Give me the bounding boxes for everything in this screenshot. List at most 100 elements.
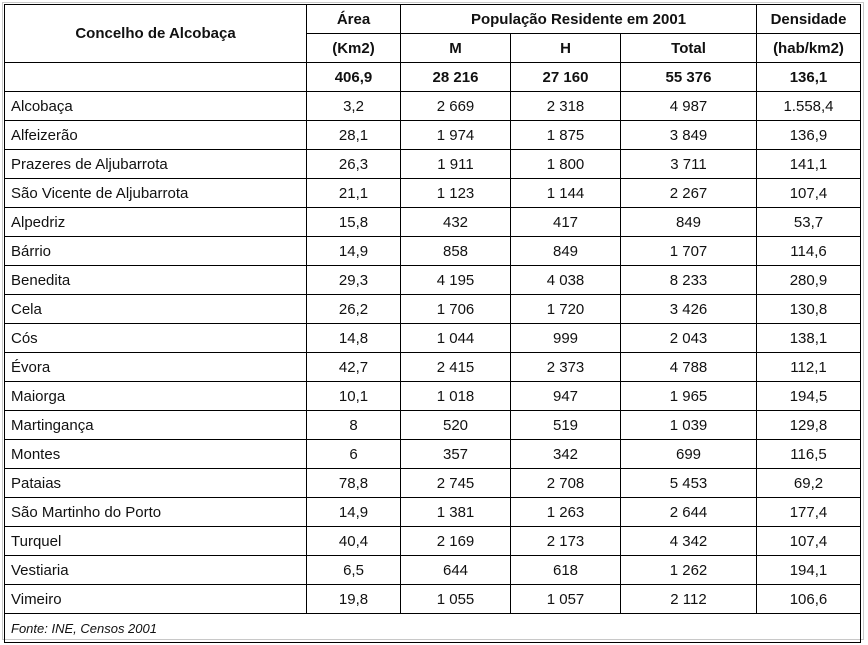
parish-m: 858 bbox=[400, 236, 511, 266]
parish-total: 1 039 bbox=[620, 410, 757, 440]
female-header: H bbox=[510, 33, 621, 63]
parish-total: 3 711 bbox=[620, 149, 757, 179]
parish-m: 432 bbox=[400, 207, 511, 237]
parish-total: 2 043 bbox=[620, 323, 757, 353]
population-table: Concelho de Alcobaça Área População Resi… bbox=[4, 4, 861, 643]
parish-h: 999 bbox=[510, 323, 621, 353]
parish-h: 519 bbox=[510, 410, 621, 440]
parish-total: 2 112 bbox=[620, 584, 757, 614]
total-header: Total bbox=[620, 33, 757, 63]
parish-name: São Vicente de Aljubarrota bbox=[4, 178, 307, 208]
parish-h: 417 bbox=[510, 207, 621, 237]
parish-area: 21,1 bbox=[306, 178, 401, 208]
table-row: Alcobaça 3,2 2 669 2 318 4 987 1.558,4 bbox=[4, 91, 861, 121]
parish-area: 6,5 bbox=[306, 555, 401, 585]
table-row: Prazeres de Aljubarrota 26,3 1 911 1 800 3 7… bbox=[4, 149, 861, 179]
total-area: 406,9 bbox=[306, 62, 401, 92]
density-unit: (hab/km2) bbox=[756, 33, 861, 63]
parish-m: 1 974 bbox=[400, 120, 511, 150]
table-row: Vestiaria 6,5 644 618 1 262 194,1 bbox=[4, 555, 861, 585]
parish-name: Cela bbox=[4, 294, 307, 324]
parish-area: 8 bbox=[306, 410, 401, 440]
parish-area: 28,1 bbox=[306, 120, 401, 150]
parish-density: 114,6 bbox=[756, 236, 861, 266]
parish-name: Alpedriz bbox=[4, 207, 307, 237]
parish-name: Benedita bbox=[4, 265, 307, 295]
parish-density: 129,8 bbox=[756, 410, 861, 440]
parish-area: 14,9 bbox=[306, 236, 401, 266]
table-row: Montes 6 357 342 699 116,5 bbox=[4, 439, 861, 469]
table-row: Turquel 40,4 2 169 2 173 4 342 107,4 bbox=[4, 526, 861, 556]
population-group-header: População Residente em 2001 bbox=[400, 4, 757, 34]
parish-h: 1 263 bbox=[510, 497, 621, 527]
table-row: Cós 14,8 1 044 999 2 043 138,1 bbox=[4, 323, 861, 353]
parish-area: 14,8 bbox=[306, 323, 401, 353]
parish-area: 14,9 bbox=[306, 497, 401, 527]
parish-name: Cós bbox=[4, 323, 307, 353]
parish-m: 357 bbox=[400, 439, 511, 469]
parish-total: 8 233 bbox=[620, 265, 757, 295]
parish-h: 1 875 bbox=[510, 120, 621, 150]
parish-density: 1.558,4 bbox=[756, 91, 861, 121]
parish-area: 10,1 bbox=[306, 381, 401, 411]
parish-total: 849 bbox=[620, 207, 757, 237]
parish-density: 177,4 bbox=[756, 497, 861, 527]
parish-name: Alfeizerão bbox=[4, 120, 307, 150]
parish-area: 3,2 bbox=[306, 91, 401, 121]
parish-total: 1 262 bbox=[620, 555, 757, 585]
parish-density: 116,5 bbox=[756, 439, 861, 469]
source-row: Fonte: INE, Censos 2001 bbox=[4, 613, 861, 643]
parish-m: 2 745 bbox=[400, 468, 511, 498]
table-row: Bárrio 14,9 858 849 1 707 114,6 bbox=[4, 236, 861, 266]
table-title: Concelho de Alcobaça bbox=[4, 4, 307, 63]
parish-total: 2 267 bbox=[620, 178, 757, 208]
header-row-2: (Km2) M H Total (hab/km2) bbox=[5, 33, 861, 63]
parish-name: Vimeiro bbox=[4, 584, 307, 614]
parish-h: 1 144 bbox=[510, 178, 621, 208]
parish-total: 1 965 bbox=[620, 381, 757, 411]
parish-area: 19,8 bbox=[306, 584, 401, 614]
parish-h: 2 708 bbox=[510, 468, 621, 498]
parish-area: 40,4 bbox=[306, 526, 401, 556]
parish-h: 618 bbox=[510, 555, 621, 585]
parish-m: 2 415 bbox=[400, 352, 511, 382]
parish-name: Martingança bbox=[4, 410, 307, 440]
parish-area: 42,7 bbox=[306, 352, 401, 382]
parish-total: 3 849 bbox=[620, 120, 757, 150]
parish-density: 107,4 bbox=[756, 178, 861, 208]
parish-area: 29,3 bbox=[306, 265, 401, 295]
parish-area: 15,8 bbox=[306, 207, 401, 237]
parish-density: 53,7 bbox=[756, 207, 861, 237]
area-unit: (Km2) bbox=[306, 33, 401, 63]
parish-m: 644 bbox=[400, 555, 511, 585]
parish-total: 4 788 bbox=[620, 352, 757, 382]
parish-density: 194,5 bbox=[756, 381, 861, 411]
parish-area: 26,2 bbox=[306, 294, 401, 324]
total-m: 28 216 bbox=[400, 62, 511, 92]
table-row: Pataias 78,8 2 745 2 708 5 453 69,2 bbox=[4, 468, 861, 498]
parish-name: São Martinho do Porto bbox=[4, 497, 307, 527]
parish-m: 1 123 bbox=[400, 178, 511, 208]
parish-area: 26,3 bbox=[306, 149, 401, 179]
parish-area: 6 bbox=[306, 439, 401, 469]
parish-m: 1 018 bbox=[400, 381, 511, 411]
parish-density: 280,9 bbox=[756, 265, 861, 295]
parish-name: Bárrio bbox=[4, 236, 307, 266]
parish-name: Turquel bbox=[4, 526, 307, 556]
parish-name: Alcobaça bbox=[4, 91, 307, 121]
parish-total: 2 644 bbox=[620, 497, 757, 527]
source-note: Fonte: INE, Censos 2001 bbox=[4, 613, 861, 643]
parish-name: Évora bbox=[4, 352, 307, 382]
parish-total: 3 426 bbox=[620, 294, 757, 324]
parish-name: Montes bbox=[4, 439, 307, 469]
parish-h: 1 720 bbox=[510, 294, 621, 324]
parish-density: 138,1 bbox=[756, 323, 861, 353]
parish-h: 2 173 bbox=[510, 526, 621, 556]
table-row: Vimeiro 19,8 1 055 1 057 2 112 106,6 bbox=[4, 584, 861, 614]
total-density: 136,1 bbox=[756, 62, 861, 92]
table-row: Alfeizerão 28,1 1 974 1 875 3 849 136,9 bbox=[4, 120, 861, 150]
parish-h: 2 373 bbox=[510, 352, 621, 382]
table-row: Évora 42,7 2 415 2 373 4 788 112,1 bbox=[4, 352, 861, 382]
parish-total: 699 bbox=[620, 439, 757, 469]
parish-density: 130,8 bbox=[756, 294, 861, 324]
